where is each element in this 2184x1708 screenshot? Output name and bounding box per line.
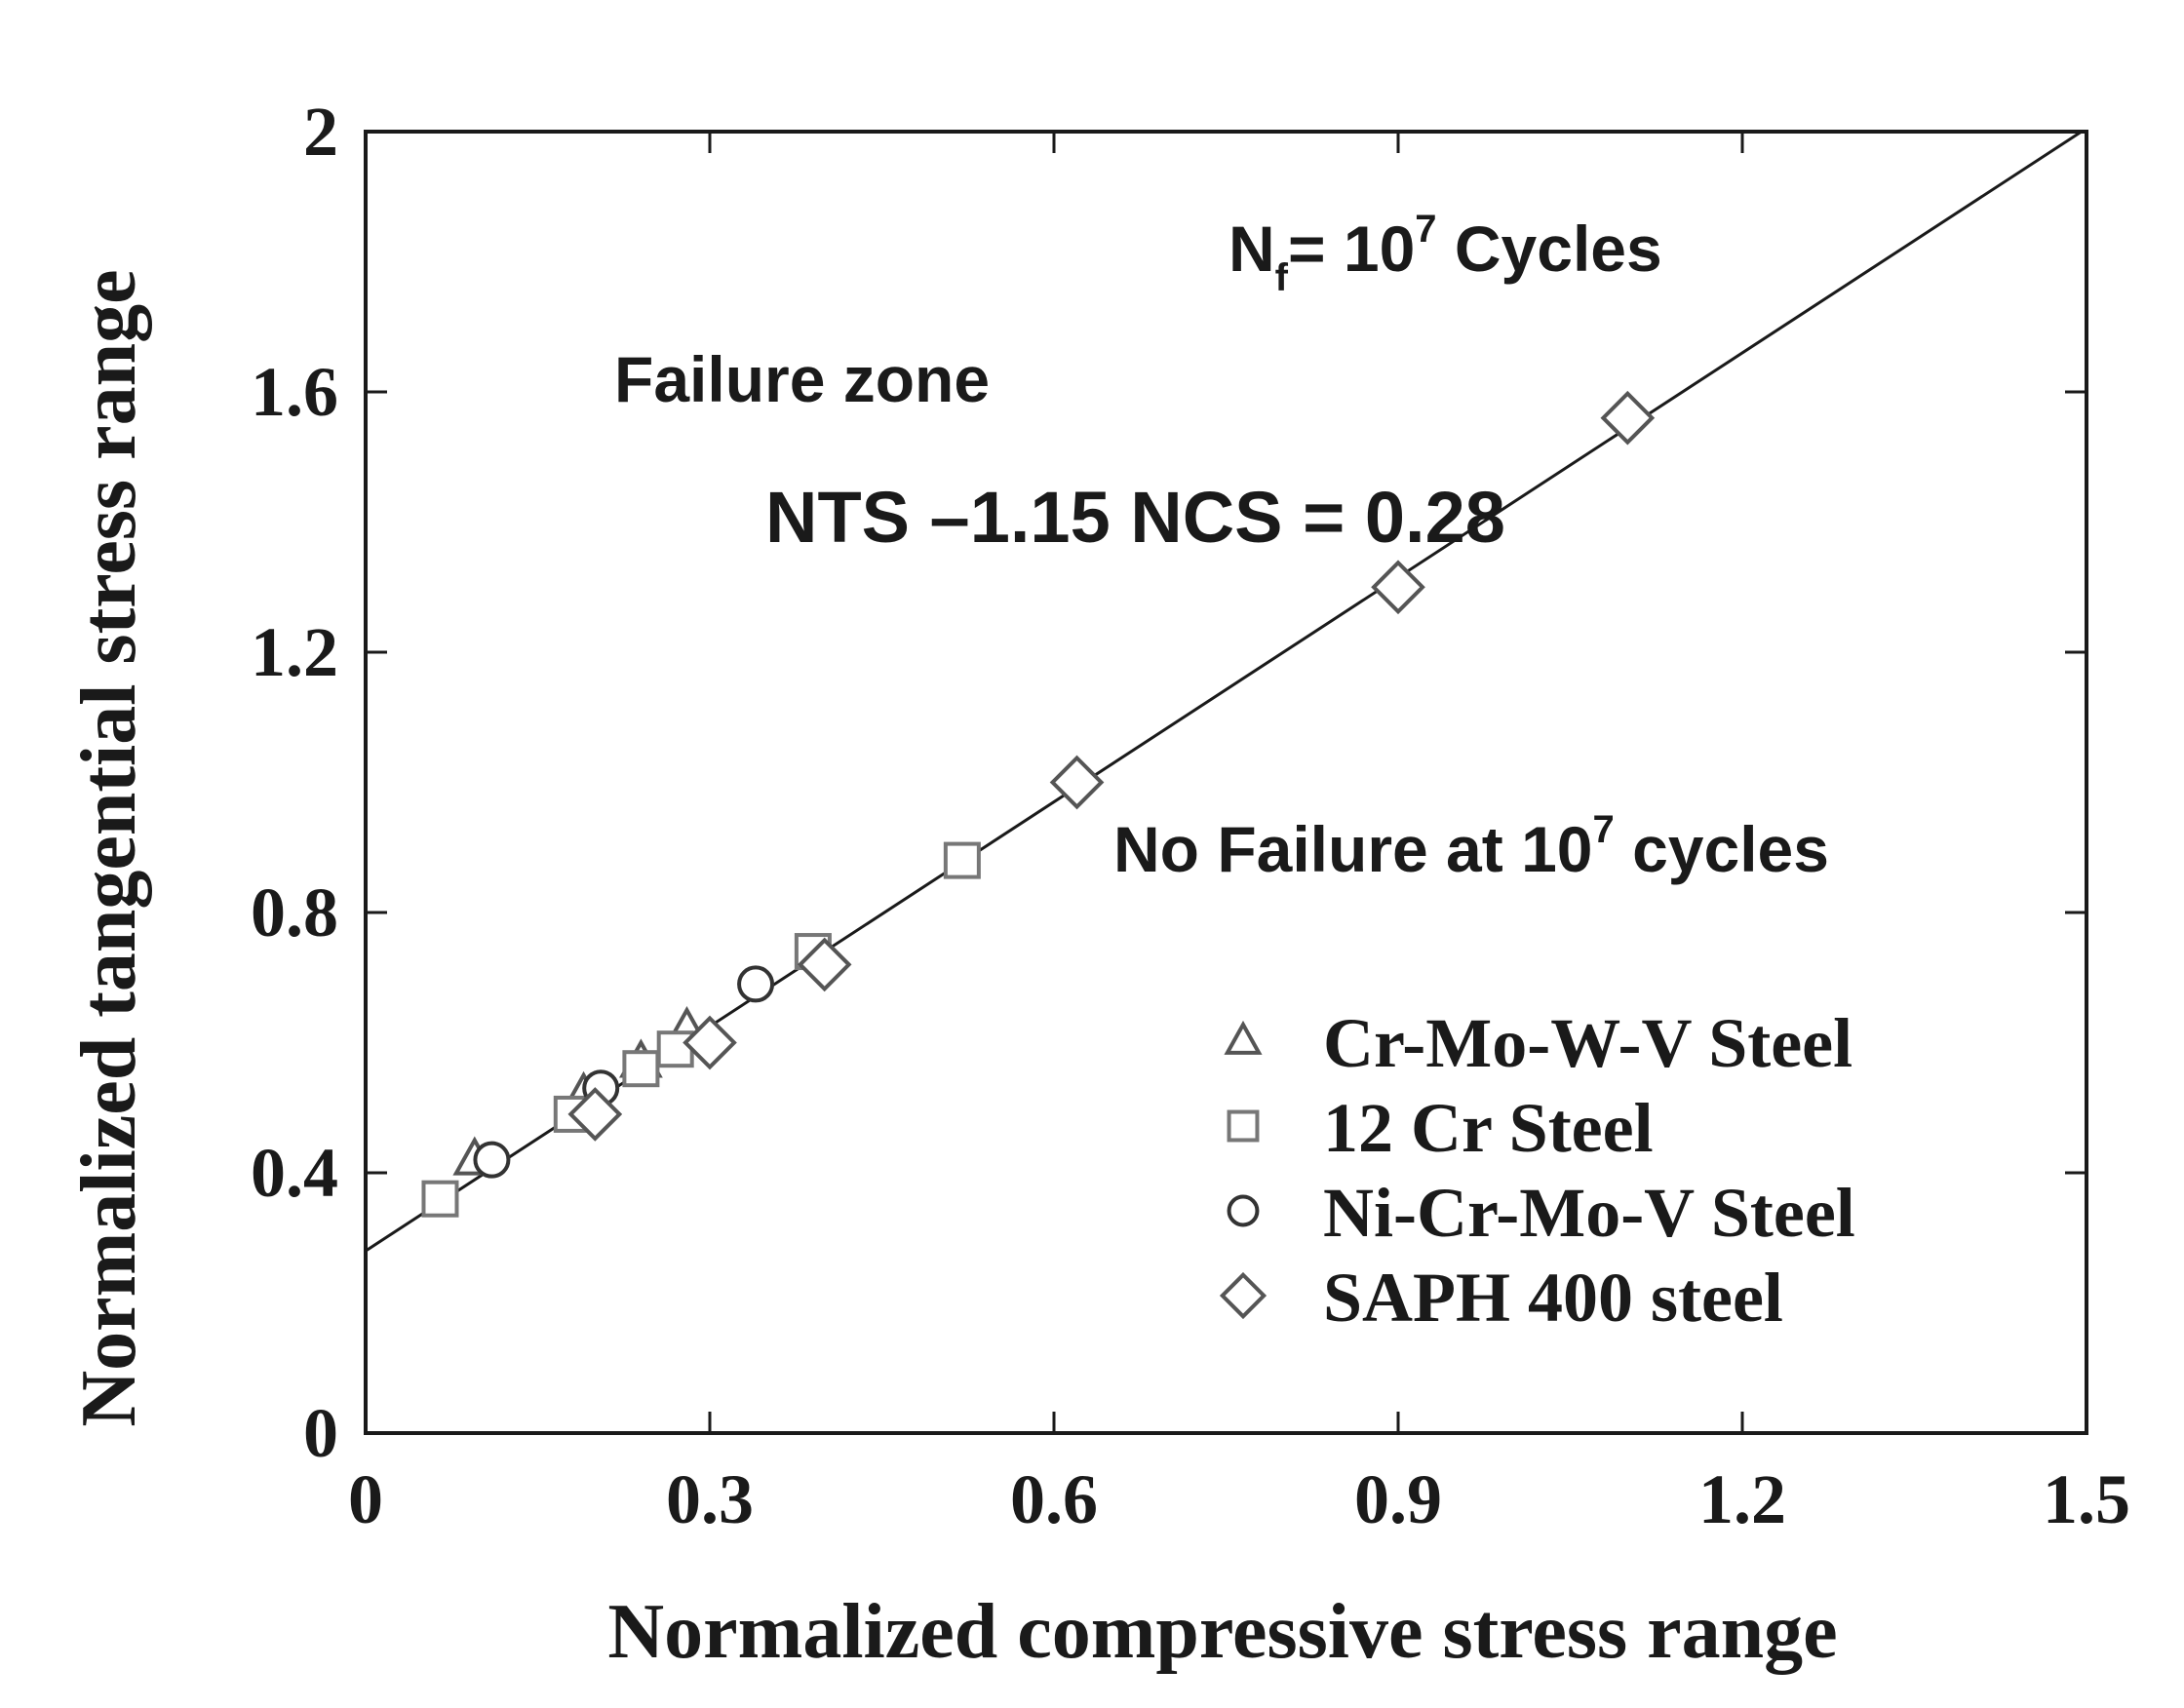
data-point-saph-400-steel bbox=[567, 1087, 623, 1142]
data-point-12-cr-steel bbox=[421, 1180, 459, 1218]
x-axis-title: Normalized compressive stress range bbox=[607, 1589, 1837, 1675]
legend-marker-saph-400-steel bbox=[1219, 1271, 1268, 1320]
x-tick-label: 1.5 bbox=[2043, 1460, 2130, 1538]
legend-marker-cr-mo-w-v-steel bbox=[1224, 1020, 1263, 1055]
y-axis-title: Normalized tangential stress range bbox=[66, 269, 152, 1426]
y-tick-label: 1.2 bbox=[251, 613, 338, 691]
y-tick-label: 0.4 bbox=[251, 1134, 338, 1212]
legend-label-ni-cr-mo-v-steel: Ni-Cr-Mo-V Steel bbox=[1323, 1174, 1855, 1252]
y-tick-label: 0 bbox=[303, 1394, 338, 1472]
y-tick-label: 1.6 bbox=[251, 353, 338, 431]
legend-label-12-cr-steel: 12 Cr Steel bbox=[1323, 1089, 1654, 1167]
data-point-12-cr-steel bbox=[656, 1030, 694, 1068]
cycles-annotation: Nf= 107 Cycles bbox=[1228, 208, 1662, 299]
y-tick-label: 0.8 bbox=[251, 873, 338, 951]
x-tick-label: 0 bbox=[348, 1460, 383, 1538]
x-tick-label: 1.2 bbox=[1698, 1460, 1786, 1538]
x-tick-label: 0.3 bbox=[666, 1460, 754, 1538]
legend-label-cr-mo-w-v-steel: Cr-Mo-W-V Steel bbox=[1323, 1004, 1852, 1082]
data-point-saph-400-steel bbox=[1049, 755, 1105, 810]
data-point-12-cr-steel bbox=[622, 1050, 660, 1088]
data-point-saph-400-steel bbox=[1371, 560, 1425, 615]
data-point-saph-400-steel bbox=[797, 937, 852, 992]
x-tick-label: 0.6 bbox=[1010, 1460, 1098, 1538]
data-point-ni-cr-mo-v-steel bbox=[473, 1141, 511, 1179]
equation-label: NTS –1.15 NCS = 0.28 bbox=[765, 477, 1505, 558]
data-point-12-cr-steel bbox=[943, 841, 981, 879]
y-tick-label: 2 bbox=[303, 93, 338, 171]
legend-label-saph-400-steel: SAPH 400 steel bbox=[1323, 1259, 1783, 1337]
data-point-saph-400-steel bbox=[682, 1015, 737, 1070]
x-tick-label: 0.9 bbox=[1354, 1460, 1442, 1538]
data-point-saph-400-steel bbox=[1600, 390, 1656, 446]
data-point-ni-cr-mo-v-steel bbox=[737, 965, 775, 1003]
legend-marker-12-cr-steel bbox=[1227, 1109, 1260, 1143]
failure-zone-label: Failure zone bbox=[614, 343, 990, 415]
no-failure-label: No Failure at 107 cycles bbox=[1113, 808, 1829, 885]
plot-frame bbox=[364, 130, 2088, 1435]
legend-marker-ni-cr-mo-v-steel bbox=[1227, 1194, 1260, 1227]
